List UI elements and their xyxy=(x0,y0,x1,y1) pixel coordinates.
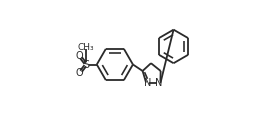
Text: N: N xyxy=(144,78,151,88)
Text: O: O xyxy=(76,68,83,78)
Text: S: S xyxy=(83,59,90,70)
Text: CH₃: CH₃ xyxy=(78,43,95,52)
Text: N: N xyxy=(155,78,162,88)
Text: O: O xyxy=(76,51,83,61)
